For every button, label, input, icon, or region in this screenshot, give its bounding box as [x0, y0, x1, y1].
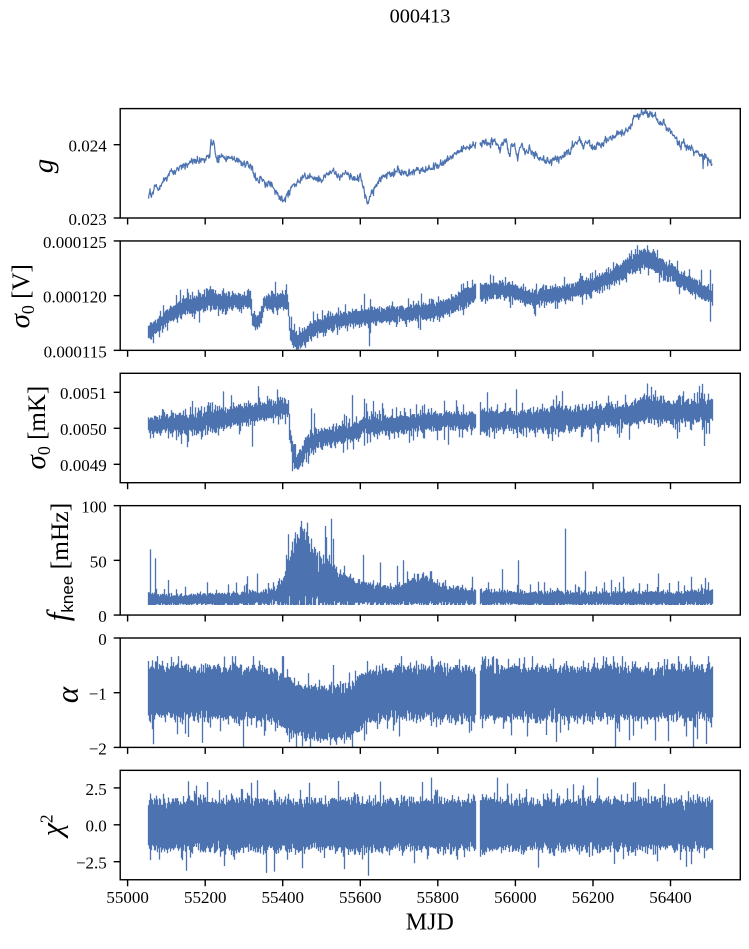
svg-text:α: α [50, 686, 85, 703]
svg-text:0.023: 0.023 [69, 210, 107, 229]
svg-text:2.5: 2.5 [86, 780, 107, 799]
svg-text:g: g [28, 159, 60, 174]
svg-text:56400: 56400 [649, 888, 692, 907]
svg-text:fknee [mHz]: fknee [mHz] [40, 503, 77, 621]
svg-text:−2: −2 [89, 739, 107, 758]
svg-text:55400: 55400 [261, 888, 304, 907]
svg-text:−2.5: −2.5 [76, 854, 107, 873]
svg-text:−1: −1 [89, 685, 107, 704]
svg-text:56000: 56000 [494, 888, 537, 907]
svg-text:55600: 55600 [339, 888, 382, 907]
svg-text:56200: 56200 [572, 888, 615, 907]
svg-text:0.0: 0.0 [86, 817, 107, 836]
svg-text:0.0051: 0.0051 [60, 384, 107, 403]
svg-text:50: 50 [90, 552, 107, 571]
svg-text:0: 0 [98, 607, 107, 626]
svg-text:σ0 [V]: σ0 [V] [4, 264, 38, 328]
svg-text:55800: 55800 [417, 888, 460, 907]
svg-text:0: 0 [98, 630, 107, 649]
svg-text:55000: 55000 [106, 888, 149, 907]
svg-text:0.0050: 0.0050 [60, 420, 107, 439]
svg-text:0.000115: 0.000115 [44, 342, 107, 361]
svg-text:000413: 000413 [390, 6, 451, 28]
svg-text:0.024: 0.024 [69, 137, 108, 156]
svg-text:55200: 55200 [184, 888, 227, 907]
svg-text:0.0049: 0.0049 [60, 456, 107, 475]
svg-text:0.000125: 0.000125 [43, 233, 107, 252]
svg-text:MJD: MJD [406, 910, 454, 936]
svg-text:σ0 [mK]: σ0 [mK] [20, 386, 54, 470]
svg-text:χ2: χ2 [36, 814, 69, 839]
svg-text:0.000120: 0.000120 [43, 288, 107, 307]
svg-text:100: 100 [81, 498, 107, 517]
